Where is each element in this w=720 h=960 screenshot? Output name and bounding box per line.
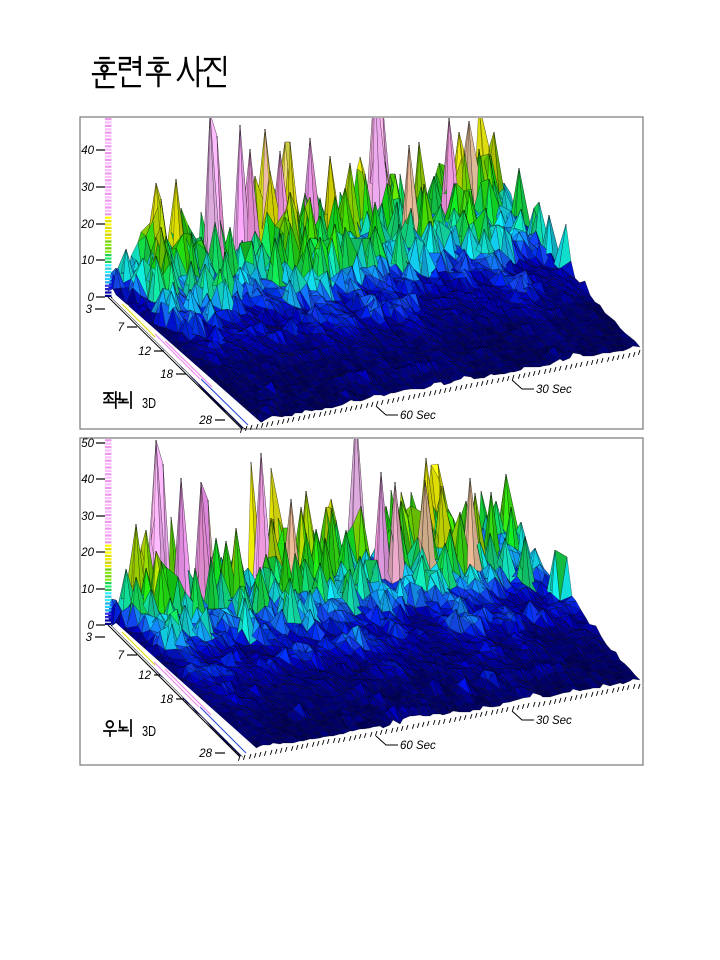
svg-text:12: 12 xyxy=(138,670,151,682)
svg-text:10: 10 xyxy=(81,255,94,267)
svg-text:3D: 3D xyxy=(142,395,156,412)
svg-text:3: 3 xyxy=(86,304,93,316)
svg-text:3: 3 xyxy=(86,632,93,644)
svg-text:28: 28 xyxy=(198,415,212,427)
svg-text:18: 18 xyxy=(160,369,173,381)
svg-text:20: 20 xyxy=(80,547,94,559)
svg-text:30 Sec: 30 Sec xyxy=(536,715,572,727)
svg-text:12: 12 xyxy=(138,346,151,358)
svg-text:0: 0 xyxy=(88,292,95,304)
svg-text:60 Sec: 60 Sec xyxy=(400,410,436,422)
svg-text:30 Sec: 30 Sec xyxy=(536,384,572,396)
svg-text:10: 10 xyxy=(81,584,94,596)
svg-text:7: 7 xyxy=(118,650,125,662)
svg-text:40: 40 xyxy=(81,145,94,157)
svg-text:28: 28 xyxy=(198,748,212,760)
svg-text:30: 30 xyxy=(81,182,94,194)
svg-text:40: 40 xyxy=(81,474,94,486)
svg-text:30: 30 xyxy=(81,511,94,523)
svg-text:20: 20 xyxy=(80,219,94,231)
svg-text:60 Sec: 60 Sec xyxy=(400,740,436,752)
svg-text:3D: 3D xyxy=(142,723,156,740)
svg-text:50: 50 xyxy=(81,438,94,450)
svg-text:0: 0 xyxy=(88,620,95,632)
svg-text:7: 7 xyxy=(118,322,125,334)
svg-text:18: 18 xyxy=(160,694,173,706)
